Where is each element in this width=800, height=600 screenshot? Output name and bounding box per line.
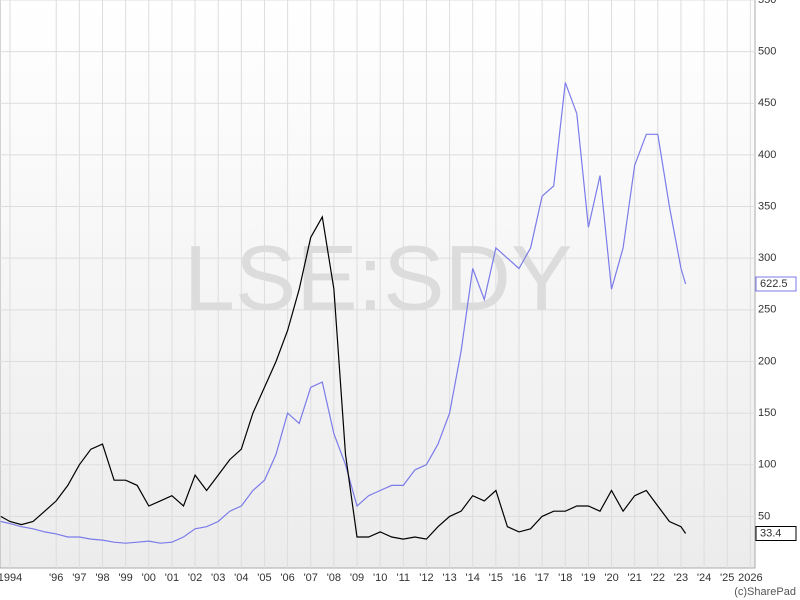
x-tick-label: 1994: [0, 572, 22, 584]
x-tick-label: '10: [373, 572, 387, 584]
x-tick-label: '96: [49, 572, 63, 584]
x-tick-label: '03: [211, 572, 225, 584]
x-tick-label: '21: [628, 572, 642, 584]
y-tick-label: 300: [758, 252, 776, 264]
end-label: 622.5: [760, 278, 788, 290]
x-tick-label: 2026: [738, 572, 762, 584]
y-tick-label: 400: [758, 149, 776, 161]
y-tick-label: 450: [758, 97, 776, 109]
x-tick-label: '14: [466, 572, 480, 584]
x-tick-label: '15: [489, 572, 503, 584]
x-tick-label: '06: [280, 572, 294, 584]
end-label: 33.4: [760, 527, 781, 539]
y-tick-label: 500: [758, 46, 776, 58]
x-tick-label: '19: [581, 572, 595, 584]
x-tick-label: '01: [165, 572, 179, 584]
y-tick-label: 350: [758, 200, 776, 212]
x-tick-label: '08: [327, 572, 341, 584]
y-tick-label: 50: [758, 510, 770, 522]
y-tick-label: 150: [758, 407, 776, 419]
y-tick-label: 200: [758, 355, 776, 367]
y-tick-label: 550: [758, 0, 776, 6]
y-tick-label: 100: [758, 459, 776, 471]
x-tick-label: '11: [397, 572, 411, 584]
series-line: [0, 82, 687, 544]
x-tick-label: '16: [512, 572, 526, 584]
x-tick-label: '25: [720, 572, 734, 584]
x-tick-label: '22: [651, 572, 665, 584]
x-tick-label: '23: [674, 572, 688, 584]
x-tick-label: '98: [95, 572, 109, 584]
end-label-box: [755, 526, 797, 542]
x-tick-label: '97: [72, 572, 86, 584]
x-tick-label: '05: [257, 572, 271, 584]
end-label-box: [755, 276, 797, 292]
x-tick-label: '02: [188, 572, 202, 584]
x-tick-label: '99: [118, 572, 132, 584]
x-tick-label: '00: [142, 572, 156, 584]
y-tick-label: 250: [758, 304, 776, 316]
x-tick-label: '12: [419, 572, 433, 584]
x-tick-label: '20: [604, 572, 618, 584]
x-tick-label: '09: [350, 572, 364, 584]
x-tick-label: '07: [304, 572, 318, 584]
x-tick-label: '18: [558, 572, 572, 584]
x-tick-label: '24: [697, 572, 711, 584]
credit: (c)SharePad: [734, 586, 796, 598]
series-line: [0, 215, 687, 540]
watermark: LSE:SDY: [184, 227, 573, 329]
x-tick-label: '04: [234, 572, 248, 584]
x-tick-label: '13: [442, 572, 456, 584]
x-tick-label: '17: [535, 572, 549, 584]
